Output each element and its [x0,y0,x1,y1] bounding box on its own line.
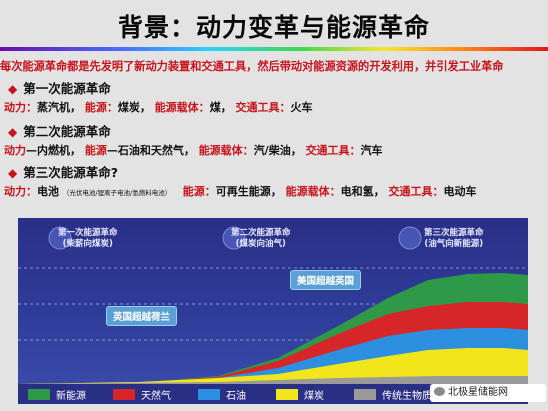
rev3-carrier-key: 能源载体： [285,185,341,198]
rev1-transport-value: 火车 [290,101,313,114]
rev2-energy-value: —石油和天然气， [106,144,195,157]
rev3-details: 动力：电池 （光伏电池/锂离子电池/氢燃料电池） 能源：可再生能源， 能源载体：… [4,183,476,199]
rev1-energy-key: 能源： [84,101,118,114]
period-label-1: 第一次能源革命 (柴薪向煤炭) [58,228,118,250]
period-label-3: 第三次能源革命 (油气向新能源) [424,228,484,250]
legend-label: 石油 [226,391,246,402]
period-label-2: 第二次能源革命 (煤炭向油气) [231,228,291,250]
rev2-heading-text: 第二次能源革命 [23,124,111,139]
rev1-heading-text: 第一次能源革命 [23,81,111,96]
rev2-power-value: —内燃机， [26,144,81,157]
annotation-us-overtakes-uk: 美国超越英国 [290,270,362,290]
rev2-heading: ◆ 第二次能源革命 [8,121,111,140]
rev2-marker [222,226,246,250]
rev2-carrier-key: 能源载体： [198,144,254,157]
diamond-bullet-icon: ◆ [8,82,18,96]
legend-swatch [276,389,298,400]
legend-label: 新能源 [56,391,86,402]
period-1-line1: 第一次能源革命 [58,228,118,238]
slide-title: 背景：动力变革与能源革命 [117,13,430,42]
rev3-power-note: （光伏电池/锂离子电池/氢燃料电池） [62,189,172,197]
area-coal [18,348,528,386]
intro-text: 每次能源革命都是先发明了新动力装置和交通工具，然后带动对能源资源的开发利用，并引… [0,60,504,73]
chart-legend: 新能源 天然气 石油 煤炭 传统生物质 [18,384,528,404]
rev2-carrier-value: 汽/柴油， [253,144,302,157]
legend-swatch [354,389,376,400]
rev1-power-value: 蒸汽机， [37,101,81,114]
wechat-watermark: 北极星储能网 [430,384,546,402]
rev3-marker [398,226,422,250]
rainbow-divider [0,47,548,51]
rev3-transport-key: 交通工具： [388,185,444,198]
legend-item: 传统生物质 [354,387,432,402]
legend-item: 新能源 [28,387,86,402]
rev1-details: 动力：蒸汽机， 能源：煤炭， 能源载体：煤， 交通工具：火车 [4,99,313,115]
rev2-transport-value: 汽车 [360,144,383,157]
wechat-icon [434,387,445,396]
period-3-line2: (油气向新能源) [424,239,484,249]
legend-item: 煤炭 [276,387,324,402]
legend-label: 传统生物质 [382,391,432,402]
rev3-transport-value: 电动车 [443,185,477,198]
legend-label: 天然气 [141,391,171,402]
legend-item: 天然气 [113,387,171,402]
rev3-power-key: 动力： [4,185,37,198]
energy-transition-chart: 第一次能源革命 (柴薪向煤炭) 第二次能源革命 (煤炭向油气) 第三次能源革命 … [18,218,528,386]
area-biomass [18,376,528,386]
watermark-text: 北极星储能网 [448,387,508,398]
rev1-heading: ◆ 第一次能源革命 [8,78,111,97]
rev2-details: 动力—内燃机， 能源—石油和天然气， 能源载体：汽/柴油， 交通工具：汽车 [4,142,383,158]
rev2-transport-key: 交通工具： [305,144,361,157]
rev3-gap [175,185,179,198]
diamond-bullet-icon: ◆ [8,125,18,139]
rev1-carrier-key: 能源载体： [154,101,210,114]
legend-swatch [113,389,135,400]
period-3-line1: 第三次能源革命 [424,228,484,238]
rev1-power-key: 动力： [4,101,37,114]
rev3-heading-text: 第三次能源革命? [23,165,118,180]
rev3-energy-key: 能源： [182,185,216,198]
diamond-bullet-icon: ◆ [8,166,18,180]
annotation-uk-overtakes-netherlands: 英国超越荷兰 [106,306,178,326]
chart-graphic [18,226,528,386]
legend-swatch [198,389,220,400]
rev1-energy-value: 煤炭， [117,101,151,114]
rev1-carrier-value: 煤， [209,101,232,114]
legend-label: 煤炭 [304,391,324,402]
period-2-line1: 第二次能源革命 [231,228,291,238]
period-1-line2: (柴薪向煤炭) [62,239,113,249]
legend-swatch [28,389,50,400]
rev2-energy-key: 能源 [84,144,107,157]
rev1-transport-key: 交通工具： [235,101,291,114]
legend-item: 石油 [198,387,246,402]
rev1-marker [48,226,72,250]
rev3-heading: ◆ 第三次能源革命? [8,162,118,181]
rev3-energy-value: 可再生能源， [215,185,282,198]
rev3-power-value: 电池 [37,185,59,198]
rev3-carrier-value: 电和氢， [340,185,385,198]
period-2-line2: (煤炭向油气) [235,239,286,249]
rev2-power-key: 动力 [4,144,26,157]
